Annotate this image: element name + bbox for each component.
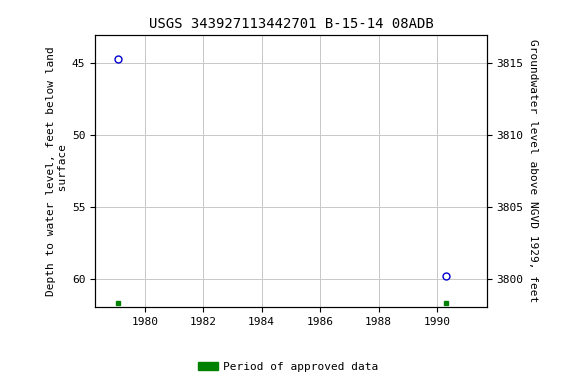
Y-axis label: Groundwater level above NGVD 1929, feet: Groundwater level above NGVD 1929, feet bbox=[528, 39, 537, 303]
Y-axis label: Depth to water level, feet below land
 surface: Depth to water level, feet below land su… bbox=[46, 46, 67, 296]
Title: USGS 343927113442701 B-15-14 08ADB: USGS 343927113442701 B-15-14 08ADB bbox=[149, 17, 433, 31]
Legend: Period of approved data: Period of approved data bbox=[193, 358, 383, 377]
